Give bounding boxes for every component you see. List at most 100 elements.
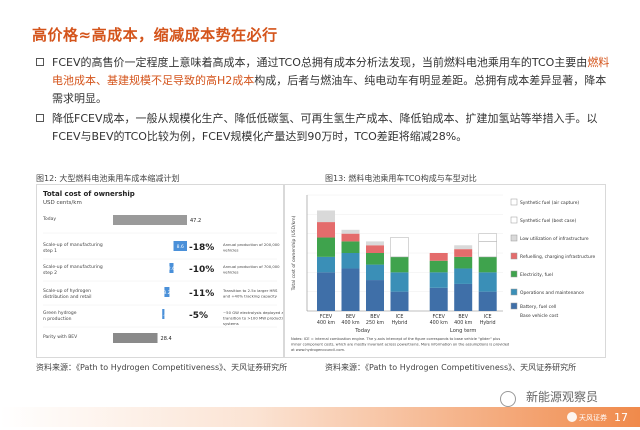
bar-category-label: 400 km: [317, 320, 335, 326]
logo-flower-icon: [567, 412, 577, 422]
bullet-1-pre: FCEV的高售价一定程度上意味着高成本，通过TCO总拥有成本分析法发现，当前燃料…: [52, 56, 588, 69]
right-figure-source: 资料来源：《Path to Hydrogen Competitiveness》、…: [325, 363, 577, 372]
stacked-bar-segment: [478, 291, 497, 311]
stacked-bar-segment: [366, 264, 384, 281]
waterfall-note: Transition to 2.5x larger HRS: [222, 288, 278, 293]
stacked-bar-segment: [317, 256, 335, 273]
bar-category-label: ICE: [484, 314, 492, 320]
bar-category-label: BEV: [370, 314, 380, 320]
bullet-2-pre: 降低FCEV成本，一般从规模化生产、降低低碳氢、可再生氢生产成本、降低铂成本、扩…: [52, 112, 598, 143]
group-label-today: Today: [354, 328, 370, 334]
waterfall-pct-label: -5%: [189, 311, 208, 321]
stacked-bar-segment: [341, 253, 360, 269]
stacked-bar-segment: [366, 241, 384, 246]
waterfall-title: Total cost of ownership: [43, 190, 135, 198]
legend-swatch: [510, 198, 518, 206]
stacked-bar-segment: [366, 245, 384, 253]
waterfall-bar: [164, 287, 170, 297]
stacked-bar-segment: [366, 280, 384, 311]
bullet-box-icon: [36, 58, 44, 66]
stacked-bar-segment: [390, 237, 409, 258]
waterfall-note: vehicles: [223, 248, 239, 253]
stacked-bar-segment: [429, 253, 448, 261]
waterfall-bar: [113, 215, 187, 225]
waterfall-pct-label: -11%: [189, 289, 214, 299]
stacked-bar-chart: Total cost of ownership (USD/km) FCEV 400 …: [291, 194, 595, 352]
stacked-bar-segment: [317, 210, 335, 223]
legend-base-label: Base vehicle cost: [520, 313, 559, 319]
legend-label: Operations and maintenance: [520, 290, 584, 296]
stacked-bar-segment: [429, 287, 448, 311]
waterfall-bar: [169, 263, 174, 273]
waterfall-note: Annual production of 700,000: [223, 264, 280, 269]
waterfall-note: systems: [223, 321, 239, 326]
legend-label: Electricity, fuel: [520, 272, 553, 278]
right-figure-caption: 图13: 燃料电池乘用车TCO构成与车型对比: [325, 174, 477, 183]
waterfall-value-label: 28.4: [161, 336, 172, 342]
waterfall-note: ~50 GW electrolysis deployed and: [223, 310, 283, 315]
bar-category-label: 400 km: [454, 320, 472, 326]
stacked-bar-segment: [341, 233, 360, 242]
stacked-bar-segment: [429, 260, 448, 273]
bullet-item-1: FCEV的高售价一定程度上意味着高成本，通过TCO总拥有成本分析法发现，当前燃料…: [36, 54, 616, 108]
page-title: 高价格≈高成本，缩减成本势在必行: [32, 26, 278, 44]
footer-bar: [0, 407, 640, 427]
waterfall-pct-label: -10%: [189, 265, 214, 275]
stacked-bar-segment: [317, 237, 335, 257]
y-axis-label: Total cost of ownership (USD/km): [291, 215, 297, 291]
bar-category-label: FCEV: [432, 314, 445, 320]
waterfall-step-label: Scale-up of manufacturing: [43, 242, 103, 248]
waterfall-step-label: n production: [43, 316, 72, 322]
legend-label: Synthetic fuel (best case): [520, 218, 576, 224]
group-label-long-term: Long term: [450, 328, 477, 334]
waterfall-step-label: distribution and retail: [43, 294, 92, 300]
left-figure-caption: 图12: 大型燃料电池乘用车成本缩减计划: [36, 174, 180, 183]
waterfall-value-label: 8.6: [177, 244, 184, 250]
waterfall-note: vehicles: [223, 270, 239, 275]
bullet-list: FCEV的高售价一定程度上意味着高成本，通过TCO总拥有成本分析法发现，当前燃料…: [36, 54, 616, 148]
waterfall-bar: [173, 241, 187, 251]
waterfall-chart: Total cost of ownership USD cents/km Today…: [42, 190, 289, 343]
waterfall-unit: USD cents/km: [43, 200, 82, 206]
waterfall-note: transition to >100 MW production: [223, 316, 283, 321]
left-figure-panel: Total cost of ownership USD cents/km Today…: [36, 184, 289, 358]
watermark-text: 新能源观察员: [525, 390, 598, 404]
waterfall-value-label: 2.6: [168, 266, 175, 272]
bullet-item-2: 降低FCEV成本，一般从规模化生产、降低低碳氢、可再生氢生产成本、降低铂成本、扩…: [36, 110, 616, 146]
waterfall-step-label: step 2: [43, 270, 57, 276]
bar-category-label: ICE: [396, 314, 404, 320]
page-number: 17: [614, 411, 628, 424]
bullet-box-icon: [36, 114, 44, 122]
legend-swatch: [510, 270, 518, 278]
waterfall-value-label: 47.2: [190, 218, 201, 224]
stacked-bar-segment: [454, 256, 473, 269]
chart-notes: Notes: ICE = internal combustion engine.…: [291, 337, 500, 341]
waterfall-step-label: Parity with BEV: [43, 334, 78, 340]
logo: 天风证券: [566, 408, 610, 426]
waterfall-value-label: 1.4: [160, 312, 167, 318]
waterfall-value-label: 3.2: [163, 290, 170, 296]
bar-category-label: BEV: [458, 314, 468, 320]
bullet-1-post: 构成，后者与燃油车、纯电动车有明显差距。总拥有成本差异显著，降本需求明显。: [52, 74, 607, 105]
stacked-bar-segment: [341, 241, 360, 253]
stacked-bar-segment: [341, 268, 360, 311]
bullet-1-highlight: 燃料电池成本、基建规模不足导致的高H2成本: [52, 56, 610, 87]
bar-category-label: 400 km: [341, 320, 359, 326]
stacked-bar-segment: [478, 241, 497, 258]
waterfall-step-label: Green hydroge: [43, 310, 77, 316]
stacked-bar-segment: [317, 272, 335, 311]
waterfall-bar: [113, 333, 158, 343]
bar-category-label: Hybrid: [392, 320, 408, 326]
stacked-bar-segment: [454, 249, 473, 257]
stacked-bar-segment: [454, 245, 473, 250]
waterfall-bar: [162, 309, 165, 319]
waterfall-step-label: step 1: [43, 248, 57, 254]
logo-text: 天风证券: [579, 413, 607, 422]
waterfall-step-label: Today: [42, 216, 56, 222]
stacked-bar-segment: [341, 229, 360, 234]
stacked-bar-segment: [429, 272, 448, 288]
legend-label: Refuelling, charging infrastructure: [520, 254, 595, 260]
waterfall-note: Annual production of 200,000: [223, 242, 280, 247]
stacked-bar-segment: [390, 256, 409, 273]
stacked-bar-segment: [317, 222, 335, 238]
